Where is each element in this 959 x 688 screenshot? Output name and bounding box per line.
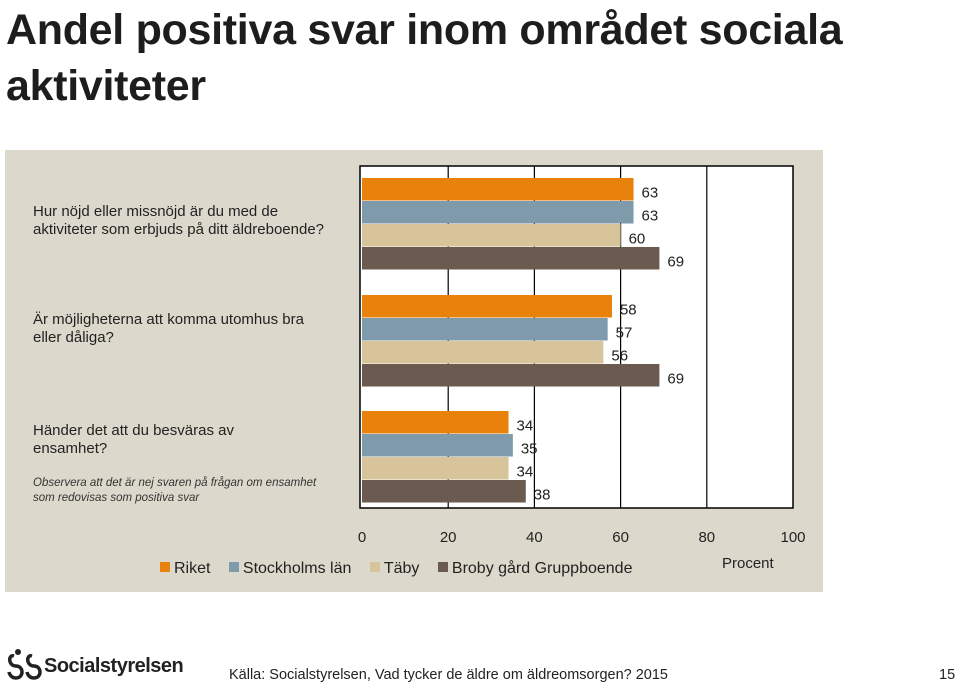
data-label-2-1: 58 bbox=[620, 301, 637, 318]
bar-1-series-2 bbox=[362, 201, 634, 224]
legend-swatch bbox=[160, 562, 170, 572]
bar-1-series-3 bbox=[362, 224, 621, 247]
bar-2-series-4 bbox=[362, 364, 660, 387]
bar-3-series-2 bbox=[362, 434, 513, 457]
bar-3-series-4 bbox=[362, 480, 526, 503]
legend-item-taby: Täby bbox=[369, 560, 420, 578]
question-3-label: Händer det att du besväras av ensamhet? bbox=[33, 422, 234, 457]
data-label-2-4: 69 bbox=[667, 370, 684, 387]
bar-2-series-2 bbox=[362, 318, 608, 341]
x-tick-labels: 0 20 40 60 80 100 bbox=[358, 529, 806, 546]
bar-3-series-1 bbox=[362, 411, 509, 434]
question-2-label: Är möjligheterna att komma utomhus bra e… bbox=[33, 311, 304, 346]
bar-2-series-3 bbox=[362, 341, 604, 364]
x-tick-80: 80 bbox=[698, 529, 715, 546]
legend-swatch bbox=[437, 562, 448, 572]
legend-label: Stockholms län bbox=[242, 560, 352, 577]
legend-swatch bbox=[228, 562, 239, 572]
legend-label: Täby bbox=[383, 560, 420, 577]
data-label-3-3: 34 bbox=[517, 463, 534, 480]
socialstyrelsen-logo-icon bbox=[7, 649, 42, 680]
x-tick-40: 40 bbox=[526, 529, 543, 546]
page-number: 15 bbox=[939, 667, 956, 683]
source-footer: Källa: Socialstyrelsen, Vad tycker de äl… bbox=[229, 667, 668, 683]
question-1-label: Hur nöjd eller missnöjd är du med de akt… bbox=[33, 203, 325, 238]
legend-label: Riket bbox=[174, 560, 211, 577]
x-tick-0: 0 bbox=[358, 529, 366, 546]
data-label-2-3: 56 bbox=[611, 347, 628, 364]
legend-swatch bbox=[369, 562, 380, 572]
legend: Riket Stockholms län Täby Broby gård Gru… bbox=[160, 560, 646, 578]
logo-text: Socialstyrelsen bbox=[44, 655, 184, 677]
data-label-1-1: 63 bbox=[642, 184, 659, 201]
x-tick-100: 100 bbox=[780, 529, 805, 546]
bar-1-series-4 bbox=[362, 247, 660, 270]
legend-item-broby-gard: Broby gård Gruppboende bbox=[437, 560, 633, 578]
slide-title: Andel positiva svar inom området sociala… bbox=[6, 6, 843, 110]
x-axis-label: Procent bbox=[722, 555, 774, 572]
x-tick-20: 20 bbox=[440, 529, 457, 546]
data-label-3-4: 38 bbox=[534, 486, 551, 503]
data-label-2-2: 57 bbox=[616, 324, 633, 341]
legend-item-riket: Riket bbox=[160, 560, 210, 578]
legend-label: Broby gård Gruppboende bbox=[451, 560, 633, 577]
legend-item-stockholms-lan: Stockholms län bbox=[228, 560, 352, 578]
question-3-note: Observera att det är nej svaren på fråga… bbox=[33, 477, 317, 504]
data-label-3-1: 34 bbox=[517, 417, 534, 434]
bar-3-series-3 bbox=[362, 457, 509, 480]
data-label-1-3: 60 bbox=[629, 230, 646, 247]
bars: 63 58 34 63 57 35 60 56 34 69 69 38 bbox=[362, 178, 684, 503]
bar-2-series-1 bbox=[362, 295, 612, 318]
data-label-3-2: 35 bbox=[521, 440, 538, 457]
x-tick-60: 60 bbox=[612, 529, 629, 546]
data-label-1-4: 69 bbox=[667, 253, 684, 270]
data-label-1-2: 63 bbox=[642, 207, 659, 224]
bar-1-series-1 bbox=[362, 178, 634, 201]
